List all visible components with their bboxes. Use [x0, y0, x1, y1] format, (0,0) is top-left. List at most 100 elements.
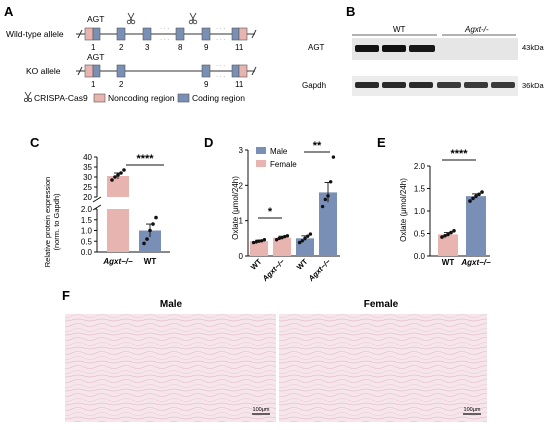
ko-exon-9 — [201, 64, 211, 78]
d-ytick-label: 0 — [239, 252, 244, 261]
wt-ellipsis2-top: · · · — [216, 26, 225, 32]
wt-allele-label: Wild-type allele — [6, 29, 64, 39]
wt-exon-11-coding — [231, 27, 240, 41]
d-data-point — [329, 180, 333, 184]
scale-bar-male-label: 100μm — [253, 407, 270, 413]
blot-agt-band — [355, 45, 379, 52]
c-bar-upper — [107, 176, 129, 197]
scale-bar-female-label: 100μm — [464, 407, 481, 413]
c-data-point — [151, 222, 155, 226]
d-ytick-label: 1 — [239, 217, 244, 226]
wt-exon-number: 8 — [178, 43, 183, 52]
wt-ellipsis-top: · · · — [160, 26, 169, 32]
wt-exon-2 — [116, 27, 126, 41]
c-significance: **** — [136, 153, 154, 165]
ko-exon-number: 11 — [235, 80, 244, 89]
d-data-point — [283, 234, 287, 239]
ko-line-break-right — [251, 66, 257, 76]
wt-ellipsis-bottom: · · · — [160, 37, 169, 43]
blot-size-label: 43kDa — [522, 43, 545, 52]
d-data-point — [260, 239, 264, 243]
d-bar — [296, 238, 314, 256]
d-legend-swatch-male — [256, 147, 266, 154]
e-bar — [438, 234, 458, 256]
d-data-point — [257, 239, 261, 243]
e-data-point — [471, 196, 475, 201]
agt-label-ko: AGT — [87, 52, 104, 62]
ko-exon-11-coding — [231, 64, 240, 78]
legend-noncoding: Noncoding region — [108, 93, 175, 103]
d-data-point — [285, 234, 290, 238]
wt-exon-number: 1 — [91, 43, 96, 52]
wt-line-break-left — [77, 29, 83, 39]
histology-female-title: Female — [364, 299, 399, 310]
wt-exon-3 — [142, 27, 152, 41]
e-ytick-label: 0.5 — [414, 230, 426, 239]
wt-exon-1-noncoding — [84, 27, 94, 41]
d-data-point — [262, 238, 267, 242]
histology-male-title: Male — [160, 299, 183, 310]
c-ytick-label: 40 — [83, 153, 92, 162]
blot-gapdh-band — [409, 82, 433, 88]
d-ytick-label: 3 — [239, 146, 244, 155]
c-data-point — [145, 237, 149, 241]
d-xtick-label: WT — [295, 257, 310, 272]
ko-exon-11-noncoding — [238, 64, 248, 78]
chart-c: Relative protein expression (norm. to Ga… — [43, 153, 170, 267]
blot-gapdh-band — [437, 82, 461, 88]
ko-exon-number: 1 — [91, 80, 96, 89]
blot-row-label: AGT — [308, 43, 325, 52]
histology-male-image — [65, 314, 276, 422]
panel-letter-c: C — [30, 135, 40, 150]
e-xtick: WT — [442, 258, 455, 267]
ko-exon-number: 9 — [204, 80, 209, 89]
d-ytick-label: 2 — [239, 181, 244, 190]
d-data-point — [297, 240, 302, 245]
e-ytick-label: 0.0 — [414, 252, 426, 261]
d-data-point — [254, 240, 258, 244]
c-xtick: WT — [144, 257, 157, 266]
wt-exon-1-coding — [92, 27, 101, 41]
c-ytick-label: 25 — [83, 183, 92, 192]
c-ytick-label: 0.0 — [81, 248, 93, 257]
c-ytick-label: 1.0 — [81, 227, 93, 236]
ko-line-break-left — [77, 66, 83, 76]
d-data-point — [308, 232, 313, 236]
e-ytick-label: 2.0 — [414, 162, 426, 171]
agt-label-wt: AGT — [87, 14, 104, 24]
legend-crispr: CRISPA-Cas9 — [34, 93, 88, 103]
c-ytick-label: 2.0 — [81, 205, 93, 214]
d-xtick-label: Agxt−/− — [260, 257, 287, 284]
d-bar — [250, 241, 268, 256]
blot-gapdh-band — [491, 82, 515, 88]
e-data-point — [440, 235, 444, 239]
c-ytick-label: 30 — [83, 173, 92, 182]
scissors-icon — [188, 12, 198, 25]
blot-gapdh-band — [382, 82, 406, 88]
d-data-point — [323, 197, 327, 202]
blot-size-label: 36kDa — [522, 81, 545, 90]
western-blot: WT Agxt-/- AGT 43kDa Gapdh 36kDa — [302, 25, 545, 96]
c-ytick-label: 0.5 — [81, 237, 93, 246]
wt-exon-number: 3 — [145, 43, 150, 52]
d-data-point — [303, 236, 307, 241]
blot-gapdh-band — [464, 82, 488, 88]
panel-letter-d: D — [204, 135, 213, 150]
c-axis-break — [92, 196, 102, 203]
ko-exon-number: 2 — [119, 80, 124, 89]
c-data-point — [110, 178, 114, 182]
c-ytick-label: 20 — [83, 193, 92, 202]
chart-e: Oxlate (μmol/24h) 0.0 0.5 1.0 1.5 2.0 **** W… — [399, 148, 491, 267]
e-data-point — [474, 194, 478, 198]
e-data-point — [452, 229, 456, 233]
panel-letter-e: E — [377, 135, 386, 150]
c-data-point — [142, 241, 146, 246]
e-bar — [466, 196, 486, 256]
wt-exon-number: 11 — [235, 43, 244, 52]
d-data-point — [277, 236, 281, 241]
d-data-point — [300, 239, 304, 243]
ko-allele-label: KO allele — [26, 66, 61, 76]
blot-wt-label: WT — [393, 25, 406, 34]
panel-letter-f: F — [62, 288, 70, 303]
